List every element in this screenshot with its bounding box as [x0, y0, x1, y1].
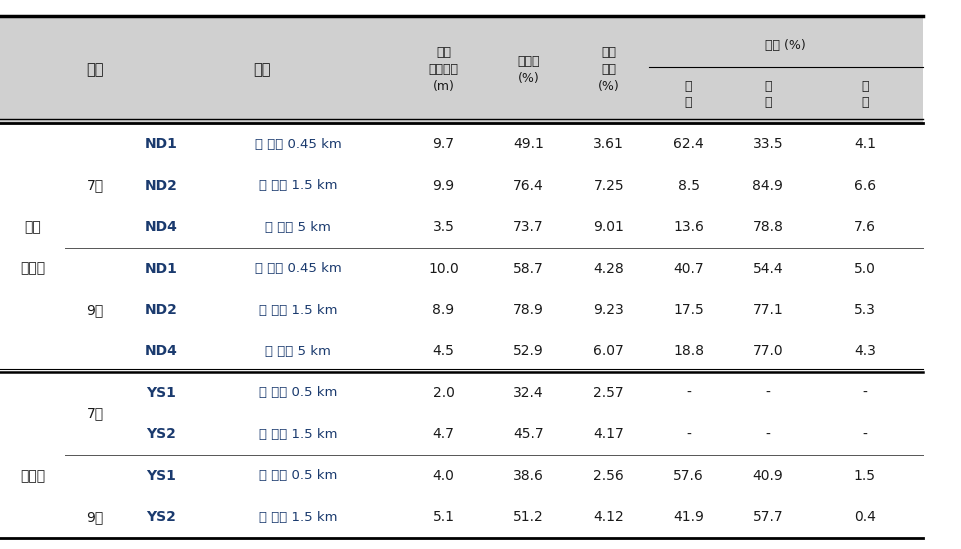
Text: 40.7: 40.7	[674, 261, 703, 276]
Text: 9월: 9월	[86, 510, 104, 524]
Text: 보 상류 1.5 km: 보 상류 1.5 km	[259, 304, 337, 317]
Text: 9.7: 9.7	[432, 137, 455, 152]
Text: 17.5: 17.5	[674, 303, 703, 317]
Text: 49.1: 49.1	[513, 137, 544, 152]
Text: 4.12: 4.12	[594, 510, 624, 524]
Text: YS2: YS2	[146, 427, 176, 441]
Text: -: -	[765, 386, 771, 400]
Text: 0.4: 0.4	[854, 510, 875, 524]
Text: 2.57: 2.57	[594, 386, 624, 400]
Text: -: -	[686, 427, 691, 441]
Text: 51.2: 51.2	[513, 510, 544, 524]
Text: ND2: ND2	[144, 178, 178, 193]
Text: 4.5: 4.5	[432, 344, 455, 358]
Text: 강열
감량
(%): 강열 감량 (%)	[598, 47, 620, 93]
Text: 7.25: 7.25	[594, 178, 624, 193]
Text: 18.8: 18.8	[673, 344, 704, 358]
Bar	[0, 16, 923, 124]
Text: 점
토: 점 토	[861, 80, 869, 109]
Text: 보 상류 0.5 km: 보 상류 0.5 km	[259, 386, 337, 400]
Text: 5.3: 5.3	[854, 303, 875, 317]
Text: 10.0: 10.0	[429, 261, 458, 276]
Text: 77.1: 77.1	[752, 303, 783, 317]
Text: 입도 (%): 입도 (%)	[765, 39, 806, 52]
Text: 4.3: 4.3	[854, 344, 875, 358]
Text: 76.4: 76.4	[513, 178, 544, 193]
Text: -: -	[765, 427, 771, 441]
Text: 4.1: 4.1	[854, 137, 875, 152]
Text: 32.4: 32.4	[513, 386, 544, 400]
Text: 강정: 강정	[24, 220, 41, 234]
Text: 저층
측정수싼
(m): 저층 측정수싼 (m)	[429, 47, 458, 93]
Text: 2.56: 2.56	[594, 469, 624, 483]
Text: 9.01: 9.01	[593, 220, 625, 234]
Text: 2.0: 2.0	[432, 386, 455, 400]
Text: 1.5: 1.5	[854, 469, 875, 483]
Text: 41.9: 41.9	[673, 510, 704, 524]
Text: 지점: 지점	[86, 63, 104, 77]
Text: 78.9: 78.9	[513, 303, 544, 317]
Text: 62.4: 62.4	[674, 137, 703, 152]
Text: 보 상류 1.5 km: 보 상류 1.5 km	[259, 179, 337, 192]
Text: 78.8: 78.8	[752, 220, 783, 234]
Text: 38.6: 38.6	[513, 469, 544, 483]
Text: 58.7: 58.7	[513, 261, 544, 276]
Text: YS2: YS2	[146, 510, 176, 524]
Text: 7월: 7월	[86, 407, 104, 421]
Text: 5.1: 5.1	[432, 510, 455, 524]
Text: 3.61: 3.61	[593, 137, 625, 152]
Text: 3.5: 3.5	[432, 220, 455, 234]
Text: 84.9: 84.9	[752, 178, 783, 193]
Text: 보 상류 1.5 km: 보 상류 1.5 km	[259, 511, 337, 524]
Text: 57.6: 57.6	[674, 469, 703, 483]
Text: YS1: YS1	[146, 386, 176, 400]
Text: 40.9: 40.9	[752, 469, 783, 483]
Text: 77.0: 77.0	[752, 344, 783, 358]
Text: YS1: YS1	[146, 469, 176, 483]
Text: 고령보: 고령보	[20, 261, 45, 276]
Text: ND4: ND4	[144, 344, 178, 358]
Text: 보 상류 0.45 km: 보 상류 0.45 km	[255, 138, 341, 151]
Text: 실
트: 실 트	[764, 80, 772, 109]
Text: 73.7: 73.7	[513, 220, 544, 234]
Text: 4.0: 4.0	[432, 469, 455, 483]
Text: 9.23: 9.23	[594, 303, 624, 317]
Text: 위치: 위치	[253, 63, 271, 77]
Text: 6.6: 6.6	[853, 178, 876, 193]
Text: 7.6: 7.6	[854, 220, 875, 234]
Text: 보 상류 5 km: 보 상류 5 km	[265, 345, 331, 358]
Text: 57.7: 57.7	[752, 510, 783, 524]
Text: 45.7: 45.7	[513, 427, 544, 441]
Text: 8.5: 8.5	[678, 178, 700, 193]
Text: ND1: ND1	[144, 261, 178, 276]
Text: 5.0: 5.0	[854, 261, 875, 276]
Text: 4.28: 4.28	[594, 261, 624, 276]
Text: 함수율
(%): 함수율 (%)	[517, 55, 540, 85]
Text: 8.9: 8.9	[432, 303, 455, 317]
Text: 4.17: 4.17	[594, 427, 624, 441]
Text: 54.4: 54.4	[752, 261, 783, 276]
Text: 보 상류 0.5 km: 보 상류 0.5 km	[259, 469, 337, 483]
Text: 52.9: 52.9	[513, 344, 544, 358]
Text: 9월: 9월	[86, 303, 104, 317]
Text: 6.07: 6.07	[594, 344, 624, 358]
Text: 13.6: 13.6	[673, 220, 704, 234]
Text: ND4: ND4	[144, 220, 178, 234]
Text: 죽산보: 죽산보	[20, 469, 45, 483]
Text: 9.9: 9.9	[432, 178, 455, 193]
Text: 7월: 7월	[86, 178, 104, 193]
Text: 4.7: 4.7	[432, 427, 455, 441]
Text: 보 상류 0.45 km: 보 상류 0.45 km	[255, 262, 341, 275]
Text: 33.5: 33.5	[752, 137, 783, 152]
Text: 모
래: 모 래	[685, 80, 692, 109]
Text: ND1: ND1	[144, 137, 178, 152]
Text: -: -	[862, 386, 868, 400]
Text: ND2: ND2	[144, 303, 178, 317]
Text: -: -	[686, 386, 691, 400]
Text: -: -	[862, 427, 868, 441]
Text: 보 상류 5 km: 보 상류 5 km	[265, 221, 331, 234]
Text: 보 상류 1.5 km: 보 상류 1.5 km	[259, 428, 337, 441]
